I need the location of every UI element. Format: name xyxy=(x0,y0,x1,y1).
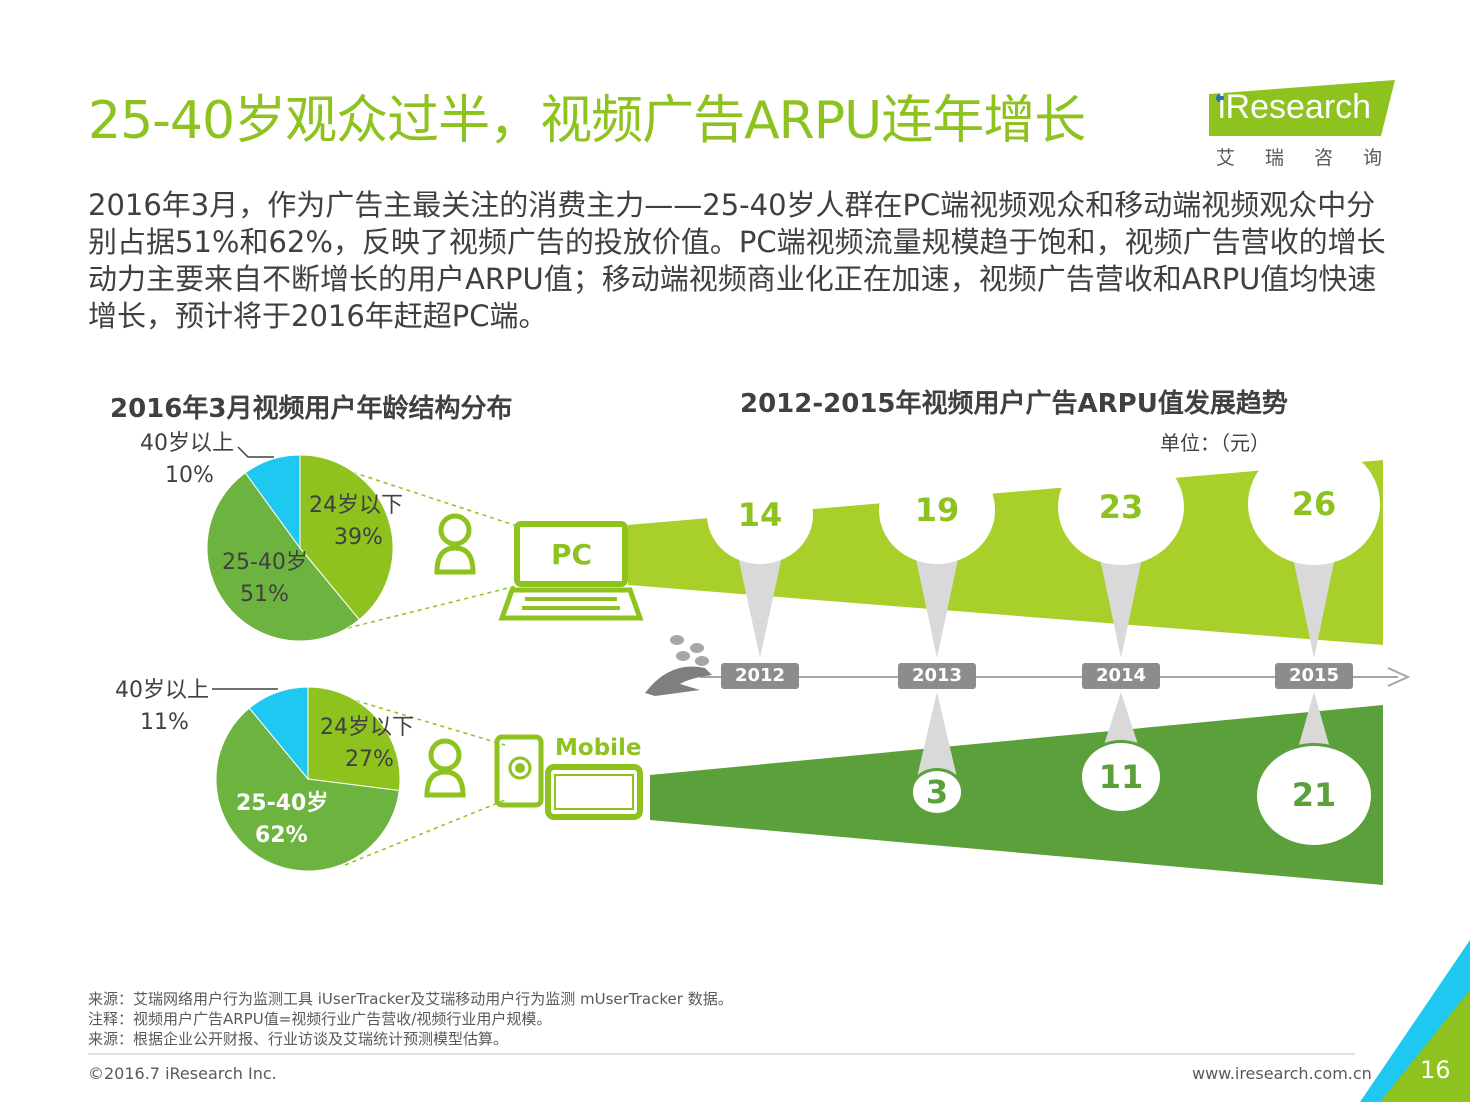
pie-mobile-value-under24: 27% xyxy=(345,747,394,772)
pie-mobile-value-25to40: 62% xyxy=(255,823,308,848)
pie-pc-slice-0 xyxy=(299,454,394,621)
pc-pointer-2015 xyxy=(1290,543,1338,658)
year-tag-2015: 2015 xyxy=(1275,663,1353,689)
right-chart-title: 2012-2015年视频用户广告ARPU值发展趋势 xyxy=(740,389,1288,419)
coin-hand-icon xyxy=(645,635,712,696)
pc-pointer-2012 xyxy=(736,546,784,658)
logo-shape-icon xyxy=(1209,80,1395,136)
mobile-band xyxy=(650,705,1383,885)
logo-subtitle: 艾瑞咨询 xyxy=(1216,147,1413,169)
timeline-arrow-icon xyxy=(1387,667,1411,687)
website-link[interactable]: www.iresearch.com.cn xyxy=(1192,1064,1372,1083)
pie-chart-mobile xyxy=(215,686,401,872)
pc-value-bubble-2015: 26 xyxy=(1248,442,1380,565)
mobile-device-icon xyxy=(494,734,643,820)
pc-pointer-2013 xyxy=(913,545,961,658)
pie-mobile-label-25to40: 25-40岁 xyxy=(236,791,329,816)
mobile-pointer-2014 xyxy=(1101,692,1141,754)
pie-pc-label-40plus: 40岁以上 xyxy=(140,431,234,456)
pc-value-bubble-2012: 14 xyxy=(706,465,814,564)
logo xyxy=(1205,76,1400,166)
source-line: 注释：视频用户广告ARPU值=视频行业广告营收/视频行业用户规模。 xyxy=(88,1010,552,1028)
pie-pc-label-25to40: 25-40岁 xyxy=(222,550,308,575)
copyright: ©2016.7 iResearch Inc. xyxy=(88,1064,277,1083)
pie-pc-slice-1 xyxy=(206,472,360,642)
left-chart-title: 2016年3月视频用户年龄结构分布 xyxy=(110,394,513,424)
pc-band xyxy=(628,460,1383,645)
pie-pc-value-under24: 39% xyxy=(334,525,383,550)
pie-pc-value-25to40: 51% xyxy=(240,582,289,607)
pc-label: PC xyxy=(551,538,593,571)
mobile-label: Mobile xyxy=(555,735,642,761)
year-tag-2013: 2013 xyxy=(898,663,976,689)
pc-value-bubble-2014: 23 xyxy=(1058,448,1184,565)
source-line: 来源：艾瑞网络用户行为监测工具 iUserTracker及艾瑞移动用户行为监测 … xyxy=(88,990,733,1008)
pie-mobile-leader-line xyxy=(212,688,278,690)
pc-connector-bottom xyxy=(339,584,521,631)
pie-mobile-value-40plus: 11% xyxy=(140,710,189,735)
pie-pc-label-under24: 24岁以下 xyxy=(309,493,403,518)
source-notes: 来源：艾瑞网络用户行为监测工具 iUserTracker及艾瑞移动用户行为监测 … xyxy=(88,989,733,1049)
mobile-value-bubble-2015: 21 xyxy=(1254,742,1374,848)
pie-mobile-label-40plus: 40岁以上 xyxy=(115,678,209,703)
user-icon xyxy=(424,738,466,798)
source-line: 来源：根据企业公开财报、行业访谈及艾瑞统计预测模型估算。 xyxy=(88,1030,509,1048)
page-title: 25-40岁观众过半，视频广告ARPU连年增长 xyxy=(88,91,1086,151)
user-icon xyxy=(434,513,476,575)
bubble-pointers xyxy=(736,543,1338,778)
pie-pc-slice-2 xyxy=(244,454,301,550)
pc-value-bubble-2013: 19 xyxy=(878,456,996,565)
pie-mobile-slice-0 xyxy=(307,686,401,792)
pc-pointer-2014 xyxy=(1097,544,1145,658)
pie-chart-pc xyxy=(206,454,394,642)
pc-connector-top xyxy=(299,454,521,528)
pie-mobile-slice-1 xyxy=(215,707,400,872)
laptop-icon xyxy=(498,521,644,621)
mobile-pointer-2013 xyxy=(917,692,957,778)
mobile-value-bubble-2013: 3 xyxy=(909,768,965,817)
logo-text: iResearch xyxy=(1218,88,1372,126)
pie-pc-value-40plus: 10% xyxy=(165,463,214,488)
lead-paragraph: 2016年3月，作为广告主最关注的消费主力——25-40岁人群在PC端视频观众和… xyxy=(88,188,1386,333)
mobile-value-bubble-2014: 11 xyxy=(1079,740,1163,814)
pie-mobile-label-under24: 24岁以下 xyxy=(320,715,414,740)
pie-mobile-slice-2 xyxy=(248,686,309,781)
corner-decoration xyxy=(1380,990,1470,1102)
unit-label: 单位：（元） xyxy=(1160,431,1270,455)
pie-pc-leader-line xyxy=(237,446,274,458)
page-number: 16 xyxy=(1420,1056,1451,1084)
year-tag-2014: 2014 xyxy=(1082,663,1160,689)
year-tag-2012: 2012 xyxy=(721,663,799,689)
